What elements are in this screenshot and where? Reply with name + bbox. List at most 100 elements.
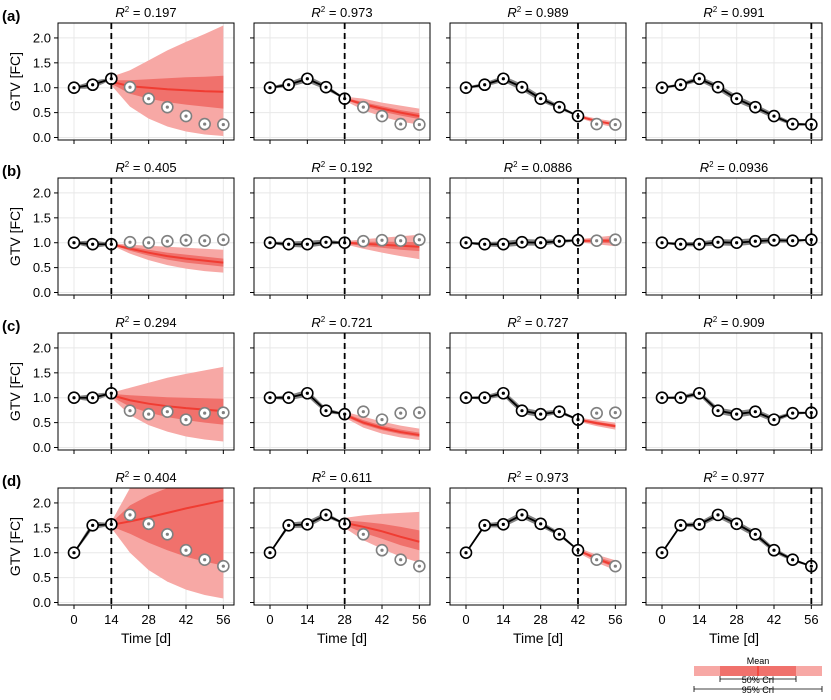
data-point-center xyxy=(679,83,683,87)
y-tick-label: 1.0 xyxy=(33,235,51,250)
data-point-center xyxy=(483,523,487,527)
prediction-mean-line xyxy=(577,418,616,428)
data-point-center xyxy=(595,558,599,562)
r2-title: R2 = 0.721 xyxy=(311,315,372,330)
panel-frame xyxy=(57,22,235,141)
plot-area xyxy=(67,233,230,273)
r2-value: = 0.721 xyxy=(325,315,372,330)
panel-frame xyxy=(449,332,627,451)
data-point-center xyxy=(268,241,272,245)
r2-value: = 0.0886 xyxy=(518,160,573,175)
data-point-center xyxy=(165,239,169,243)
y-tick-label: 1.0 xyxy=(33,545,51,560)
x-tick-label: 56 xyxy=(804,612,818,627)
y-tick-label: 0.0 xyxy=(33,440,51,455)
data-point-center xyxy=(772,548,776,552)
r2-title: R2 = 0.727 xyxy=(507,315,568,330)
prediction-mean-line xyxy=(111,243,224,264)
y-tick-label: 1.0 xyxy=(33,390,51,405)
data-point-center xyxy=(539,522,543,526)
r2-superscript: 2 xyxy=(125,470,130,479)
panel: R2 = 0.405 0.0 0.5 1.0 1.5 2.0 xyxy=(33,160,235,300)
r2-superscript: 2 xyxy=(713,315,718,324)
panel-frame xyxy=(645,487,823,606)
r2-superscript: 2 xyxy=(713,5,718,14)
r2-value: = 0.991 xyxy=(717,5,764,20)
data-point-center xyxy=(791,239,795,243)
data-point-center xyxy=(221,564,225,568)
x-tick-label: 28 xyxy=(729,612,743,627)
plot-area xyxy=(459,508,622,573)
y-tick-label: 2.0 xyxy=(33,30,51,45)
panel: R2 = 0.0936 xyxy=(642,160,823,299)
panel: R2 = 0.197 0.0 0.5 1.0 1.5 2.0 xyxy=(33,5,235,145)
panel-frame xyxy=(57,332,235,451)
data-point-center xyxy=(184,548,188,552)
r2-symbol: R xyxy=(507,470,516,485)
panel-frame xyxy=(57,487,235,606)
data-point-center xyxy=(679,242,683,246)
y-tick-label: 1.5 xyxy=(33,520,51,535)
r2-superscript: 2 xyxy=(713,470,718,479)
data-point-center xyxy=(203,122,207,126)
data-point-center xyxy=(464,86,468,90)
y-tick-label: 1.5 xyxy=(33,55,51,70)
r2-superscript: 2 xyxy=(321,470,326,479)
data-point-center xyxy=(464,551,468,555)
panel-frame xyxy=(645,177,823,296)
r2-title: R2 = 0.977 xyxy=(703,470,764,485)
data-point-center xyxy=(520,240,524,244)
x-tick-label: 56 xyxy=(216,612,230,627)
y-tick-label: 1.5 xyxy=(33,365,51,380)
ci50-band xyxy=(111,75,224,109)
plot-area xyxy=(459,386,622,430)
data-point-center xyxy=(361,410,365,414)
data-point-center xyxy=(221,238,225,242)
data-point-center xyxy=(380,238,384,242)
r2-title: R2 = 0.989 xyxy=(507,5,568,20)
plot-area xyxy=(263,508,426,573)
data-point-center xyxy=(613,238,617,242)
r2-superscript: 2 xyxy=(517,315,522,324)
data-point-center xyxy=(464,241,468,245)
row-label: (a) xyxy=(2,8,20,25)
r2-title: R2 = 0.405 xyxy=(115,160,176,175)
data-point-center xyxy=(716,85,720,89)
x-tick-label: 42 xyxy=(179,612,193,627)
r2-title: R2 = 0.909 xyxy=(703,315,764,330)
r2-symbol: R xyxy=(700,160,709,175)
r2-value: = 0.989 xyxy=(521,5,568,20)
data-point-center xyxy=(417,564,421,568)
r2-symbol: R xyxy=(703,5,712,20)
r2-title: R2 = 0.192 xyxy=(311,160,372,175)
plot-area xyxy=(263,386,426,441)
data-point-center xyxy=(539,412,543,416)
data-point-center xyxy=(716,240,720,244)
r2-superscript: 2 xyxy=(125,160,130,169)
data-point-center xyxy=(147,97,151,101)
prediction-mean-line xyxy=(344,521,420,543)
panel: R2 = 0.977 0 14 28 42 56 Time [d] xyxy=(642,470,823,646)
data-point-center xyxy=(697,242,701,246)
data-point-center xyxy=(128,240,132,244)
r2-value: = 0.909 xyxy=(717,315,764,330)
r2-value: = 0.197 xyxy=(129,5,176,20)
r2-superscript: 2 xyxy=(321,160,326,169)
data-point-center xyxy=(772,114,776,118)
plot-area xyxy=(655,72,818,131)
x-axis-label: Time [d] xyxy=(121,630,171,646)
data-point-center xyxy=(380,418,384,422)
data-point-center xyxy=(791,411,795,415)
row-label: (d) xyxy=(2,473,21,490)
plot-area xyxy=(655,508,818,573)
data-point-center xyxy=(735,412,739,416)
data-point-center xyxy=(268,86,272,90)
data-point-center xyxy=(660,241,664,245)
data-point-center xyxy=(147,241,151,245)
r2-value: = 0.294 xyxy=(129,315,176,330)
data-point-center xyxy=(791,558,795,562)
data-point-center xyxy=(753,105,757,109)
y-tick-label: 0.5 xyxy=(33,570,51,585)
data-point-center xyxy=(91,83,95,87)
x-tick-label: 14 xyxy=(692,612,706,627)
